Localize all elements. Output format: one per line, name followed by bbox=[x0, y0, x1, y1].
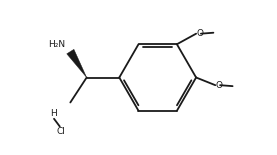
Text: Cl: Cl bbox=[56, 127, 65, 136]
Polygon shape bbox=[67, 49, 87, 78]
Text: H: H bbox=[50, 109, 57, 118]
Text: O: O bbox=[197, 29, 204, 38]
Text: O: O bbox=[216, 81, 223, 90]
Text: H₂N: H₂N bbox=[48, 40, 66, 49]
